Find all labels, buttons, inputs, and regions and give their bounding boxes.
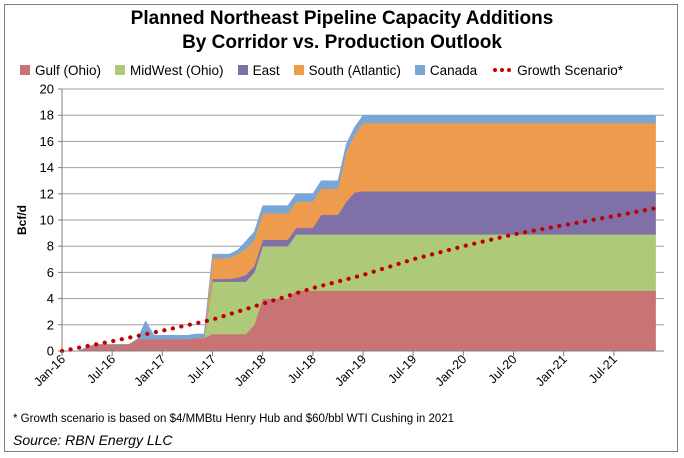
legend-label-gulf-ohio: Gulf (Ohio)	[35, 62, 102, 78]
x-tick-label: Jan-18	[232, 352, 269, 389]
x-tick-label: Jul-18	[285, 352, 319, 386]
legend-item-south-atlantic: South (Atlantic)	[293, 62, 401, 78]
legend-item-canada: Canada	[414, 62, 478, 78]
x-tick-label: Jan-19	[332, 352, 369, 389]
chart-title-line2: By Corridor vs. Production Outlook	[182, 32, 502, 53]
x-tick-label: Jul-16	[84, 352, 118, 386]
legend-swatch-gulf-ohio	[20, 65, 30, 75]
x-tick-label: Jul-21	[586, 352, 620, 386]
y-tick-label: 14	[40, 160, 54, 175]
legend-label-canada: Canada	[429, 62, 478, 78]
x-tick-label: Jul-17	[185, 352, 219, 386]
legend-swatch-south-atlantic	[293, 65, 304, 75]
chart-title-line1: Planned Northeast Pipeline Capacity Addi…	[130, 8, 554, 29]
y-tick-label: 20	[40, 82, 54, 97]
legend-swatch-canada	[414, 65, 425, 75]
legend-marker-dotted-line	[491, 68, 512, 72]
x-tick-label: Jan-17	[132, 352, 169, 389]
y-tick-label: 0	[47, 344, 54, 359]
x-tick-label: Jan-20	[433, 352, 470, 389]
y-tick-label: 6	[47, 265, 54, 280]
x-tick-label: Jul-20	[486, 352, 520, 386]
legend-item-gulf-ohio: Gulf (Ohio)	[20, 63, 101, 78]
y-tick-label: 16	[40, 134, 54, 149]
y-tick-label: 4	[47, 291, 54, 306]
legend-label-east: East	[252, 62, 280, 78]
x-tick-label: Jul-19	[385, 352, 419, 386]
chart-legend: Gulf (Ohio) MidWest (Ohio) East South (Atla…	[20, 61, 623, 79]
y-tick-label: 2	[47, 317, 54, 332]
legend-label-midwest-ohio: MidWest (Ohio)	[130, 62, 224, 78]
y-tick-label: 12	[40, 186, 54, 201]
chart-footnote: * Growth scenario is based on $4/MMBtu H…	[13, 413, 455, 425]
y-tick-label: 18	[40, 108, 54, 123]
legend-label-south-atlantic: South (Atlantic)	[308, 62, 401, 78]
chart-source: Source: RBN Energy LLC	[13, 432, 173, 448]
y-axis-title: Bcf/d	[15, 205, 29, 235]
area-canada	[62, 114, 656, 352]
legend-item-growth-scenario: Growth Scenario*	[491, 63, 623, 78]
line-growth-scenario	[59, 206, 658, 354]
legend-swatch-east	[237, 65, 248, 75]
legend-item-east: East	[237, 62, 280, 78]
y-tick-label: 8	[47, 239, 54, 254]
x-tick-label: Jan-21	[533, 352, 570, 389]
legend-label-growth-scenario: Growth Scenario*	[517, 62, 623, 78]
y-tick-label: 10	[40, 213, 54, 228]
legend-swatch-midwest-ohio	[115, 65, 126, 75]
legend-item-midwest-ohio: MidWest (Ohio)	[115, 63, 224, 78]
